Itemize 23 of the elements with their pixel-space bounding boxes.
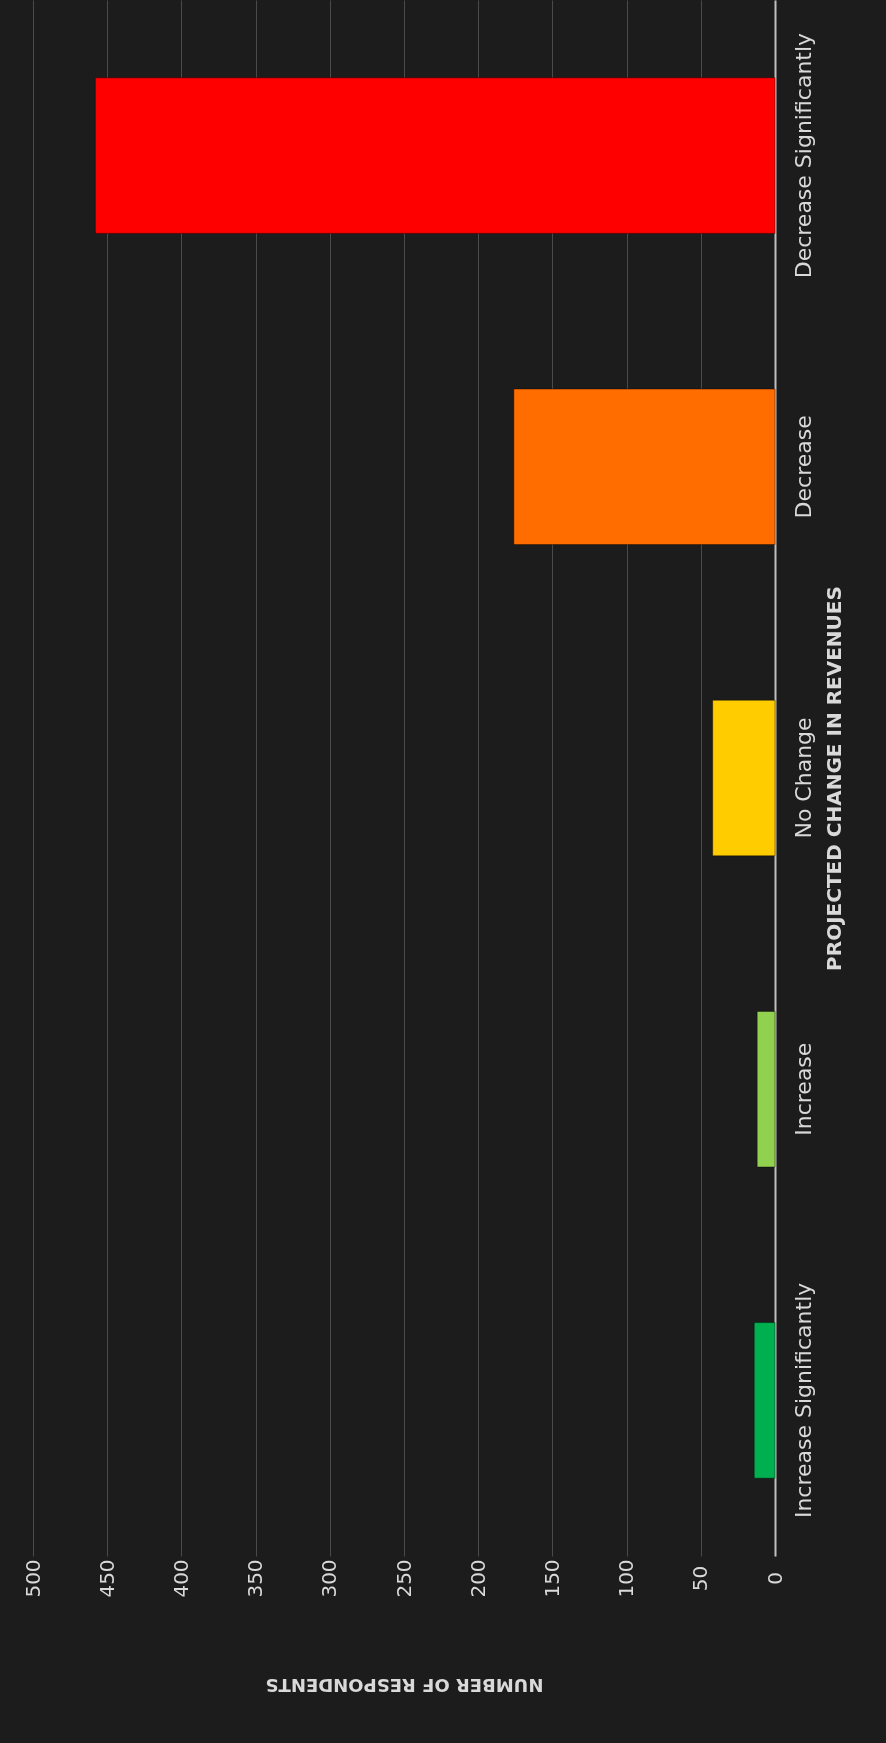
x-tick-label: 100 xyxy=(614,1559,639,1598)
y-tick-label: Decrease Significantly xyxy=(790,32,816,279)
x-tick-label: 500 xyxy=(20,1559,45,1598)
x-tick-label: 300 xyxy=(317,1559,342,1598)
x-tick-label: 350 xyxy=(243,1559,268,1598)
x-tick-label: 250 xyxy=(391,1559,416,1598)
x-axis-title: NUMBER OF RESPONDENTS xyxy=(265,1674,544,1696)
y-tick-label: Increase xyxy=(790,1042,816,1136)
y-tick-label: Decrease xyxy=(790,415,816,519)
bar xyxy=(94,77,776,234)
x-tick-label: 0 xyxy=(762,1572,787,1585)
bar xyxy=(513,388,776,546)
bar xyxy=(753,1322,776,1479)
x-tick-label: 200 xyxy=(465,1559,490,1598)
bar xyxy=(756,1010,776,1168)
x-tick-label: 150 xyxy=(539,1559,564,1598)
y-axis-title: PROJECTED CHANGE IN REVENUES xyxy=(821,586,846,971)
y-tick-label: Increase Significantly xyxy=(790,1282,816,1519)
x-tick-label: 50 xyxy=(688,1565,713,1592)
x-tick-label: 400 xyxy=(168,1559,193,1598)
bar xyxy=(712,699,776,857)
x-tick-label: 450 xyxy=(94,1559,119,1598)
y-tick-label: No Change xyxy=(790,717,816,839)
